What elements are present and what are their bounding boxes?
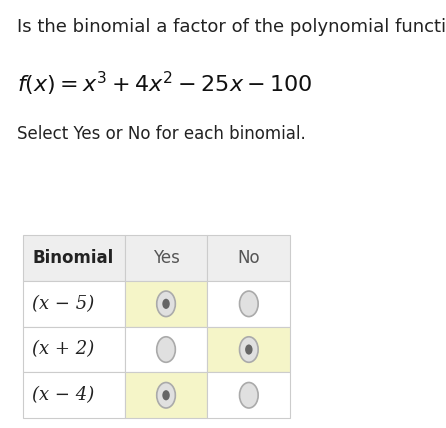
Circle shape	[157, 337, 175, 362]
Circle shape	[157, 291, 175, 317]
FancyBboxPatch shape	[207, 327, 290, 372]
Circle shape	[162, 390, 170, 400]
FancyBboxPatch shape	[124, 235, 207, 281]
Text: No: No	[238, 249, 260, 267]
Circle shape	[240, 291, 258, 317]
Text: (x + 2): (x + 2)	[33, 341, 95, 359]
FancyBboxPatch shape	[124, 372, 207, 418]
Text: Binomial: Binomial	[33, 249, 114, 267]
FancyBboxPatch shape	[23, 372, 124, 418]
FancyBboxPatch shape	[207, 235, 290, 281]
FancyBboxPatch shape	[23, 327, 124, 372]
Circle shape	[240, 383, 258, 408]
FancyBboxPatch shape	[207, 281, 290, 327]
FancyBboxPatch shape	[124, 281, 207, 327]
Text: Select Yes or No for each binomial.: Select Yes or No for each binomial.	[17, 125, 306, 143]
Circle shape	[240, 337, 258, 362]
Text: $f(x) = x^3 + 4x^2 - 25x - 100$: $f(x) = x^3 + 4x^2 - 25x - 100$	[17, 69, 313, 98]
FancyBboxPatch shape	[23, 281, 124, 327]
Text: (x − 5): (x − 5)	[33, 295, 95, 313]
Circle shape	[245, 345, 252, 355]
Circle shape	[157, 383, 175, 408]
Text: Is the binomial a factor of the polynomial function?: Is the binomial a factor of the polynomi…	[17, 18, 446, 36]
Circle shape	[162, 299, 170, 309]
FancyBboxPatch shape	[207, 372, 290, 418]
FancyBboxPatch shape	[23, 235, 124, 281]
Text: (x − 4): (x − 4)	[33, 386, 95, 404]
Text: Yes: Yes	[153, 249, 179, 267]
FancyBboxPatch shape	[124, 327, 207, 372]
